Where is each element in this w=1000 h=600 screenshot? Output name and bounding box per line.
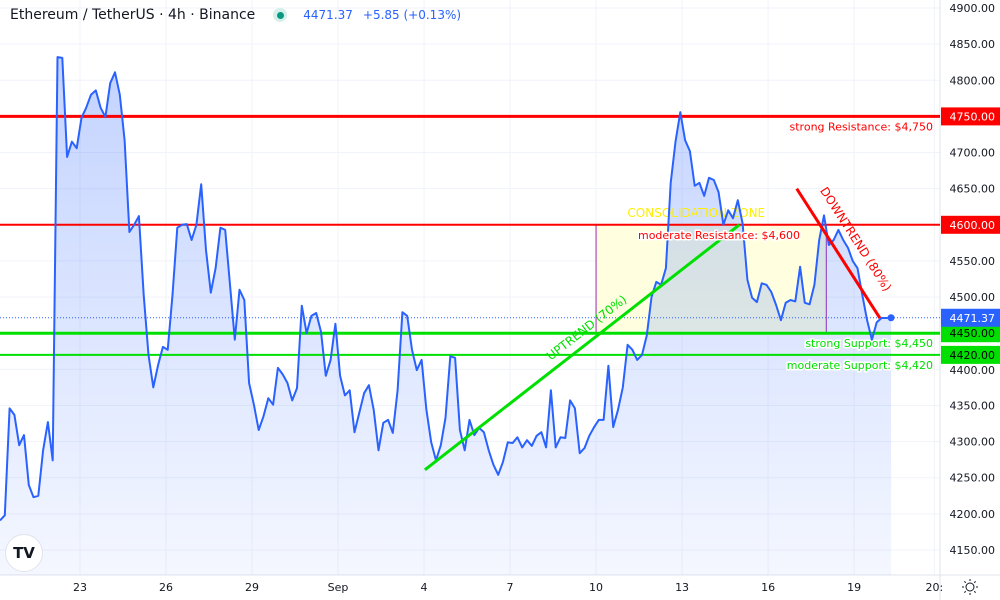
last-price: 4471.37 — [303, 8, 353, 22]
uptrend-line — [423, 223, 741, 471]
price-tag — [941, 107, 1000, 126]
x-tick-label: 7 — [507, 581, 514, 594]
y-tick-label: 4300.00 — [950, 436, 996, 449]
x-tick-label: Sep — [328, 581, 349, 594]
y-tick-label: 4500.00 — [950, 291, 996, 304]
chart-header: Ethereum / TetherUS · 4h · Binance 4471.… — [10, 7, 461, 23]
sun-gear-icon[interactable] — [962, 579, 978, 595]
y-tick-label: 4700.00 — [950, 147, 996, 160]
tradingview-logo[interactable]: TV — [5, 534, 43, 572]
x-tick-label: 10 — [589, 581, 603, 594]
price-tag-label: 4420.00 — [950, 349, 996, 362]
x-tick-label: 19 — [847, 581, 861, 594]
downtrend-line — [795, 187, 882, 319]
price-tag — [941, 324, 1000, 343]
x-tick-label: 16 — [761, 581, 775, 594]
current-price-tag — [941, 308, 1000, 327]
price-line — [0, 56, 892, 522]
x-tick-label: 4 — [421, 581, 428, 594]
y-tick-label: 4550.00 — [950, 255, 996, 268]
y-tick-label: 4650.00 — [950, 183, 996, 196]
x-tick-label: 29 — [245, 581, 259, 594]
x-tick-label: 20: — [926, 581, 944, 594]
y-tick-label: 4250.00 — [950, 472, 996, 485]
level-label: moderate Resistance: $4,600 — [638, 229, 800, 242]
logo-text: TV — [13, 544, 35, 562]
x-tick-label: 26 — [159, 581, 173, 594]
level-label: strong Resistance: $4,750 — [790, 120, 933, 133]
x-tick-label: 13 — [675, 581, 689, 594]
level-label: strong Support: $4,450 — [805, 337, 933, 350]
current-price-tag-label: 4471.37 — [950, 312, 996, 325]
x-tick-label: 23 — [73, 581, 87, 594]
symbol-title[interactable]: Ethereum / TetherUS · 4h · Binance — [10, 7, 256, 23]
y-tick-label: 4200.00 — [950, 508, 996, 521]
y-tick-label: 4400.00 — [950, 364, 996, 377]
price-change: +5.85 (+0.13%) — [362, 8, 462, 22]
level-label: moderate Support: $4,420 — [787, 359, 933, 372]
y-tick-label: 4850.00 — [950, 38, 996, 51]
last-price-dot — [887, 314, 895, 322]
market-status-icon — [273, 8, 288, 22]
price-tag-label: 4600.00 — [950, 219, 996, 232]
y-tick-label: 4900.00 — [950, 2, 996, 15]
y-tick-label: 4800.00 — [950, 74, 996, 87]
price-tag-label: 4450.00 — [950, 327, 996, 340]
price-tag — [941, 345, 1000, 364]
zone-label: CONSOLIDATION ZONE — [627, 206, 765, 220]
y-tick-label: 4350.00 — [950, 399, 996, 412]
area-fill — [0, 57, 892, 576]
price-tag-label: 4750.00 — [950, 110, 996, 123]
y-tick-label: 4150.00 — [950, 544, 996, 557]
price-tag — [941, 215, 1000, 234]
